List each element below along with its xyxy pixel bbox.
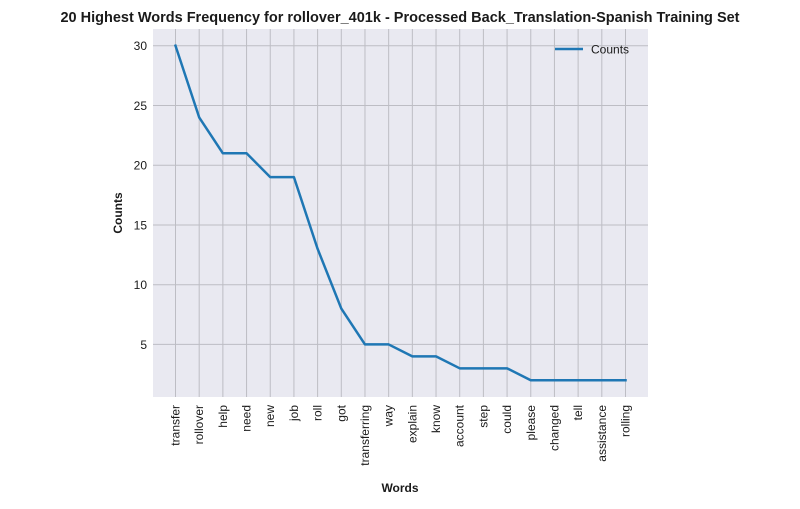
x-tick-label: please (524, 405, 538, 441)
x-tick-label: changed (547, 405, 561, 451)
y-tick-labels: 5 10 15 20 25 30 (134, 39, 148, 352)
x-tick-label: could (500, 405, 514, 434)
x-tick-label: account (453, 404, 467, 447)
y-tick-label: 5 (140, 338, 147, 352)
x-tick-label: need (240, 405, 254, 432)
x-tick-label: explain (405, 405, 419, 443)
x-tick-label: new (263, 405, 277, 427)
x-tick-label: transfer (169, 405, 183, 446)
x-tick-label: got (334, 404, 348, 421)
plot-area (153, 29, 648, 397)
x-tick-label: job (287, 405, 301, 422)
x-tick-label: know (429, 405, 443, 433)
legend-label: Counts (591, 43, 629, 57)
y-tick-label: 30 (134, 39, 148, 53)
y-tick-label: 15 (134, 218, 148, 232)
y-tick-label: 25 (134, 99, 148, 113)
x-tick-label: tell (571, 405, 585, 420)
x-tick-label: roll (311, 405, 325, 421)
x-tick-label: way (382, 405, 396, 427)
y-tick-label: 20 (134, 159, 148, 173)
y-axis-label: Counts (111, 192, 125, 234)
x-axis-label: Words (381, 481, 418, 495)
x-tick-label: transferring (358, 405, 372, 466)
x-tick-label: rolling (619, 405, 633, 437)
x-tick-label: step (476, 405, 490, 428)
x-tick-label: help (216, 405, 230, 428)
y-tick-label: 10 (134, 278, 148, 292)
x-tick-label: assistance (595, 405, 609, 462)
chart-title: 20 Highest Words Frequency for rollover_… (60, 10, 739, 26)
x-tick-label: rollover (192, 405, 206, 444)
